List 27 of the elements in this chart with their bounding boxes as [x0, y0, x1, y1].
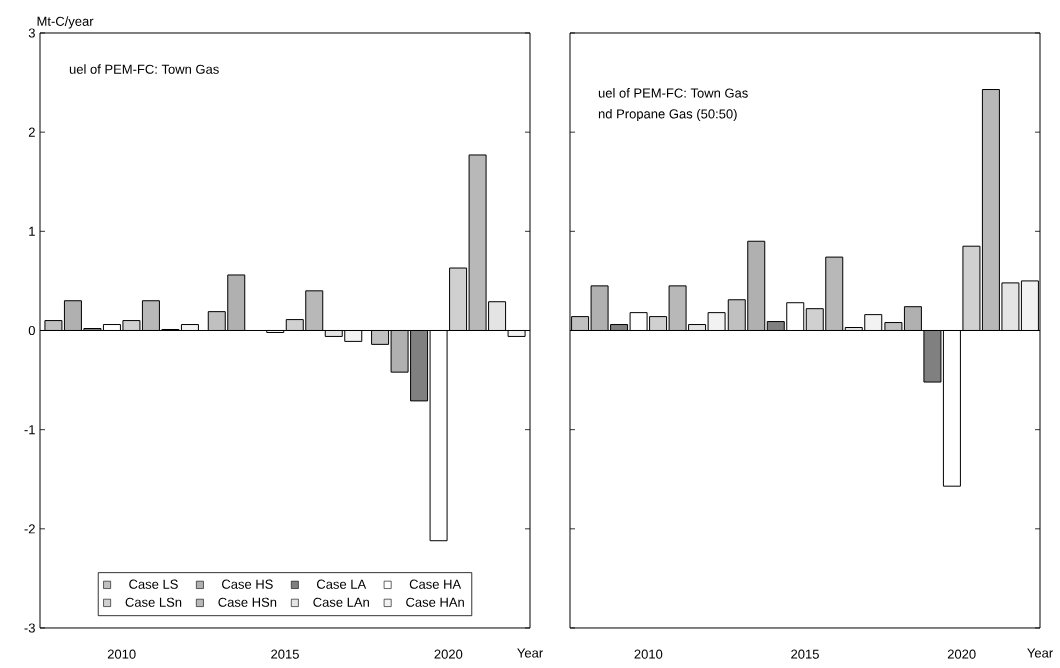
- legend-label: Case HSn: [218, 597, 277, 607]
- y-tick-label: -3: [24, 623, 35, 633]
- y-tick-label: -2: [24, 524, 35, 534]
- y-tick-label: 3: [28, 28, 35, 38]
- y-tick-label: 1: [29, 226, 35, 236]
- y-tick-label: 0: [28, 325, 35, 336]
- x-tick-label: 2020: [947, 649, 976, 659]
- x-axis-title: Year: [517, 648, 543, 658]
- y-tick-label: -1: [24, 425, 35, 435]
- x-tick-label: 2015: [271, 649, 299, 659]
- x-tick-label: 2010: [634, 649, 663, 659]
- legend-label: Case LS: [129, 579, 178, 589]
- legend-label: Case LA: [316, 579, 367, 589]
- legend-label: Case LSn: [125, 597, 182, 607]
- y-axis-title: Mt-C/year: [37, 16, 94, 29]
- x-axis-title: Year: [1027, 648, 1053, 658]
- x-tick-label: 2010: [107, 649, 136, 659]
- y-tick-label: 2: [28, 127, 35, 137]
- legend-label: Case HAn: [406, 597, 464, 607]
- legend-label: Case LAn: [313, 597, 369, 607]
- x-tick-label: 2015: [791, 649, 819, 659]
- annotation: uel of PEM-FC: Town Gas: [598, 88, 748, 98]
- annotation: uel of PEM-FC: Town Gas: [69, 64, 219, 74]
- legend-label: Case HA: [409, 579, 462, 589]
- x-tick-label: 2020: [434, 649, 463, 659]
- annotation: nd Propane Gas (50:50): [598, 108, 737, 122]
- legend-label: Case HS: [222, 579, 273, 589]
